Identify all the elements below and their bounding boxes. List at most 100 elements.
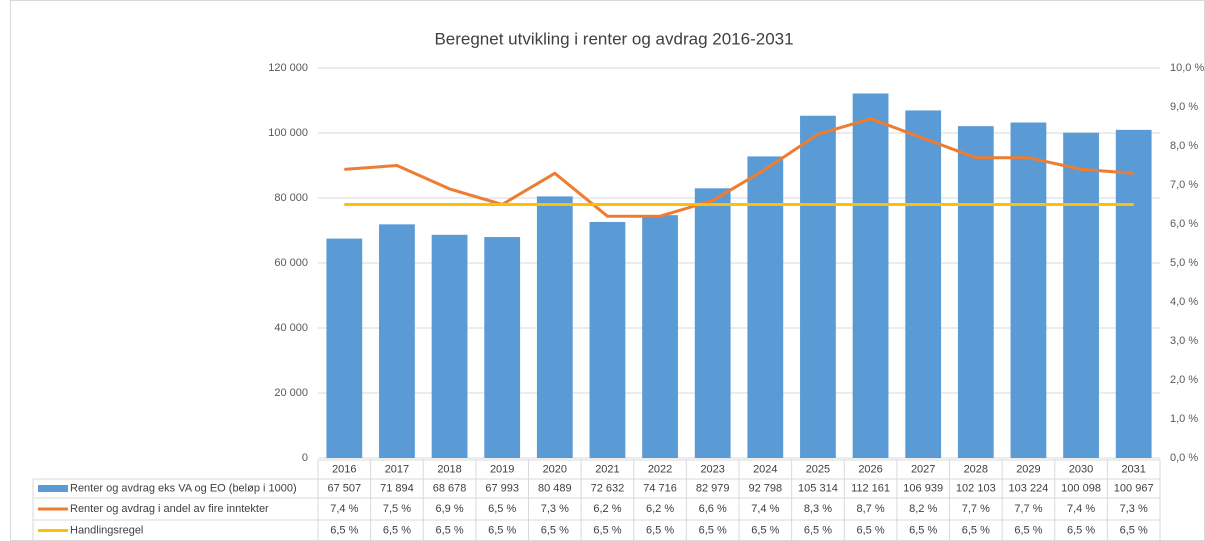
data-label: 6,5 % xyxy=(962,524,990,536)
x-tick-label: 2026 xyxy=(858,463,882,475)
data-label: 6,5 % xyxy=(1014,524,1042,536)
line xyxy=(344,117,1134,218)
bar xyxy=(484,237,521,458)
data-label: 6,5 % xyxy=(593,524,621,536)
data-label: 6,5 % xyxy=(699,524,727,536)
y2-tick-label: 3,0 % xyxy=(1170,335,1198,347)
data-label: 8,3 % xyxy=(804,503,832,515)
y-tick-label: 80 000 xyxy=(274,192,308,204)
x-tick-label: 2023 xyxy=(700,463,724,475)
y2-tick-label: 10,0 % xyxy=(1170,62,1204,74)
data-label: 6,5 % xyxy=(488,524,516,536)
data-label: 6,5 % xyxy=(383,524,411,536)
data-label: 6,5 % xyxy=(330,524,358,536)
y-tick-label: 0 xyxy=(302,452,308,464)
y2-tick-label: 2,0 % xyxy=(1170,374,1198,386)
data-label: 7,4 % xyxy=(1067,503,1095,515)
data-label: 7,5 % xyxy=(383,503,411,515)
bar xyxy=(747,156,784,458)
data-label: 106 939 xyxy=(903,482,943,494)
y2-tick-label: 4,0 % xyxy=(1170,296,1198,308)
legend-label: Handlingsregel xyxy=(70,524,143,536)
legend-label: Renter og avdrag i andel av fire inntekt… xyxy=(70,503,269,515)
y2-tick-label: 6,0 % xyxy=(1170,218,1198,230)
data-label: 6,5 % xyxy=(646,524,674,536)
data-label: 112 161 xyxy=(851,482,890,494)
bar xyxy=(694,188,731,459)
data-label: 92 798 xyxy=(748,482,782,494)
y2-tick-label: 0,0 % xyxy=(1170,452,1198,464)
data-label: 7,3 % xyxy=(541,503,569,515)
bar xyxy=(589,221,626,458)
data-label: 7,7 % xyxy=(962,503,990,515)
y2-tick-label: 1,0 % xyxy=(1170,413,1198,425)
data-label: 100 967 xyxy=(1114,482,1154,494)
data-label: 7,3 % xyxy=(1120,503,1148,515)
y2-tick-label: 5,0 % xyxy=(1170,257,1198,269)
data-label: 8,7 % xyxy=(856,503,884,515)
data-label: 80 489 xyxy=(538,482,572,494)
bar xyxy=(326,238,363,458)
data-label: 100 098 xyxy=(1061,482,1101,494)
data-label: 72 632 xyxy=(591,482,625,494)
y-tick-label: 100 000 xyxy=(268,127,308,139)
x-tick-label: 2022 xyxy=(648,463,672,475)
x-tick-label: 2025 xyxy=(806,463,830,475)
x-tick-label: 2020 xyxy=(543,463,567,475)
y2-tick-label: 7,0 % xyxy=(1170,179,1198,191)
data-label: 6,5 % xyxy=(856,524,884,536)
x-tick-label: 2031 xyxy=(1121,463,1145,475)
data-label: 6,9 % xyxy=(435,503,463,515)
legend-label: Renter og avdrag eks VA og EO (beløp i 1… xyxy=(70,482,297,494)
data-label: 6,5 % xyxy=(1120,524,1148,536)
bar xyxy=(642,215,678,458)
x-tick-label: 2019 xyxy=(490,463,514,475)
data-label: 7,4 % xyxy=(751,503,779,515)
bar xyxy=(957,126,994,458)
x-tick-label: 2018 xyxy=(437,463,461,475)
bar xyxy=(431,234,468,458)
y2-tick-label: 8,0 % xyxy=(1170,140,1198,152)
data-label: 6,2 % xyxy=(593,503,621,515)
bar xyxy=(1010,122,1047,458)
bar xyxy=(536,196,573,458)
data-label: 67 507 xyxy=(327,482,361,494)
data-label: 6,5 % xyxy=(541,524,569,536)
chart-title: Beregnet utvikling i renter og avdrag 20… xyxy=(434,29,793,48)
data-label: 103 224 xyxy=(1009,482,1049,494)
y-tick-label: 60 000 xyxy=(274,257,308,269)
data-label: 71 894 xyxy=(380,482,414,494)
data-label: 6,5 % xyxy=(909,524,937,536)
bar xyxy=(1063,132,1099,458)
bar xyxy=(905,110,942,459)
x-tick-label: 2024 xyxy=(753,463,777,475)
data-label: 7,4 % xyxy=(330,503,358,515)
x-tick-label: 2017 xyxy=(385,463,409,475)
bar xyxy=(379,224,415,458)
legend-swatch xyxy=(38,485,68,492)
x-tick-label: 2029 xyxy=(1016,463,1040,475)
data-label: 6,5 % xyxy=(751,524,779,536)
data-label: 6,5 % xyxy=(435,524,463,536)
y2-tick-label: 9,0 % xyxy=(1170,101,1198,113)
x-tick-label: 2016 xyxy=(332,463,356,475)
y-tick-label: 20 000 xyxy=(274,387,308,399)
bar xyxy=(800,115,836,459)
data-label: 6,6 % xyxy=(699,503,727,515)
y-tick-label: 120 000 xyxy=(268,62,308,74)
data-label: 6,5 % xyxy=(488,503,516,515)
data-label: 8,2 % xyxy=(909,503,937,515)
x-tick-label: 2021 xyxy=(595,463,619,475)
data-label: 74 716 xyxy=(643,482,677,494)
x-tick-label: 2028 xyxy=(964,463,988,475)
data-label: 67 993 xyxy=(485,482,519,494)
bar xyxy=(852,93,889,459)
x-tick-label: 2030 xyxy=(1069,463,1093,475)
y-tick-label: 40 000 xyxy=(274,322,308,334)
data-label: 7,7 % xyxy=(1014,503,1042,515)
data-label: 6,5 % xyxy=(1067,524,1095,536)
data-label: 68 678 xyxy=(433,482,467,494)
data-label: 102 103 xyxy=(956,482,996,494)
data-label: 105 314 xyxy=(798,482,838,494)
